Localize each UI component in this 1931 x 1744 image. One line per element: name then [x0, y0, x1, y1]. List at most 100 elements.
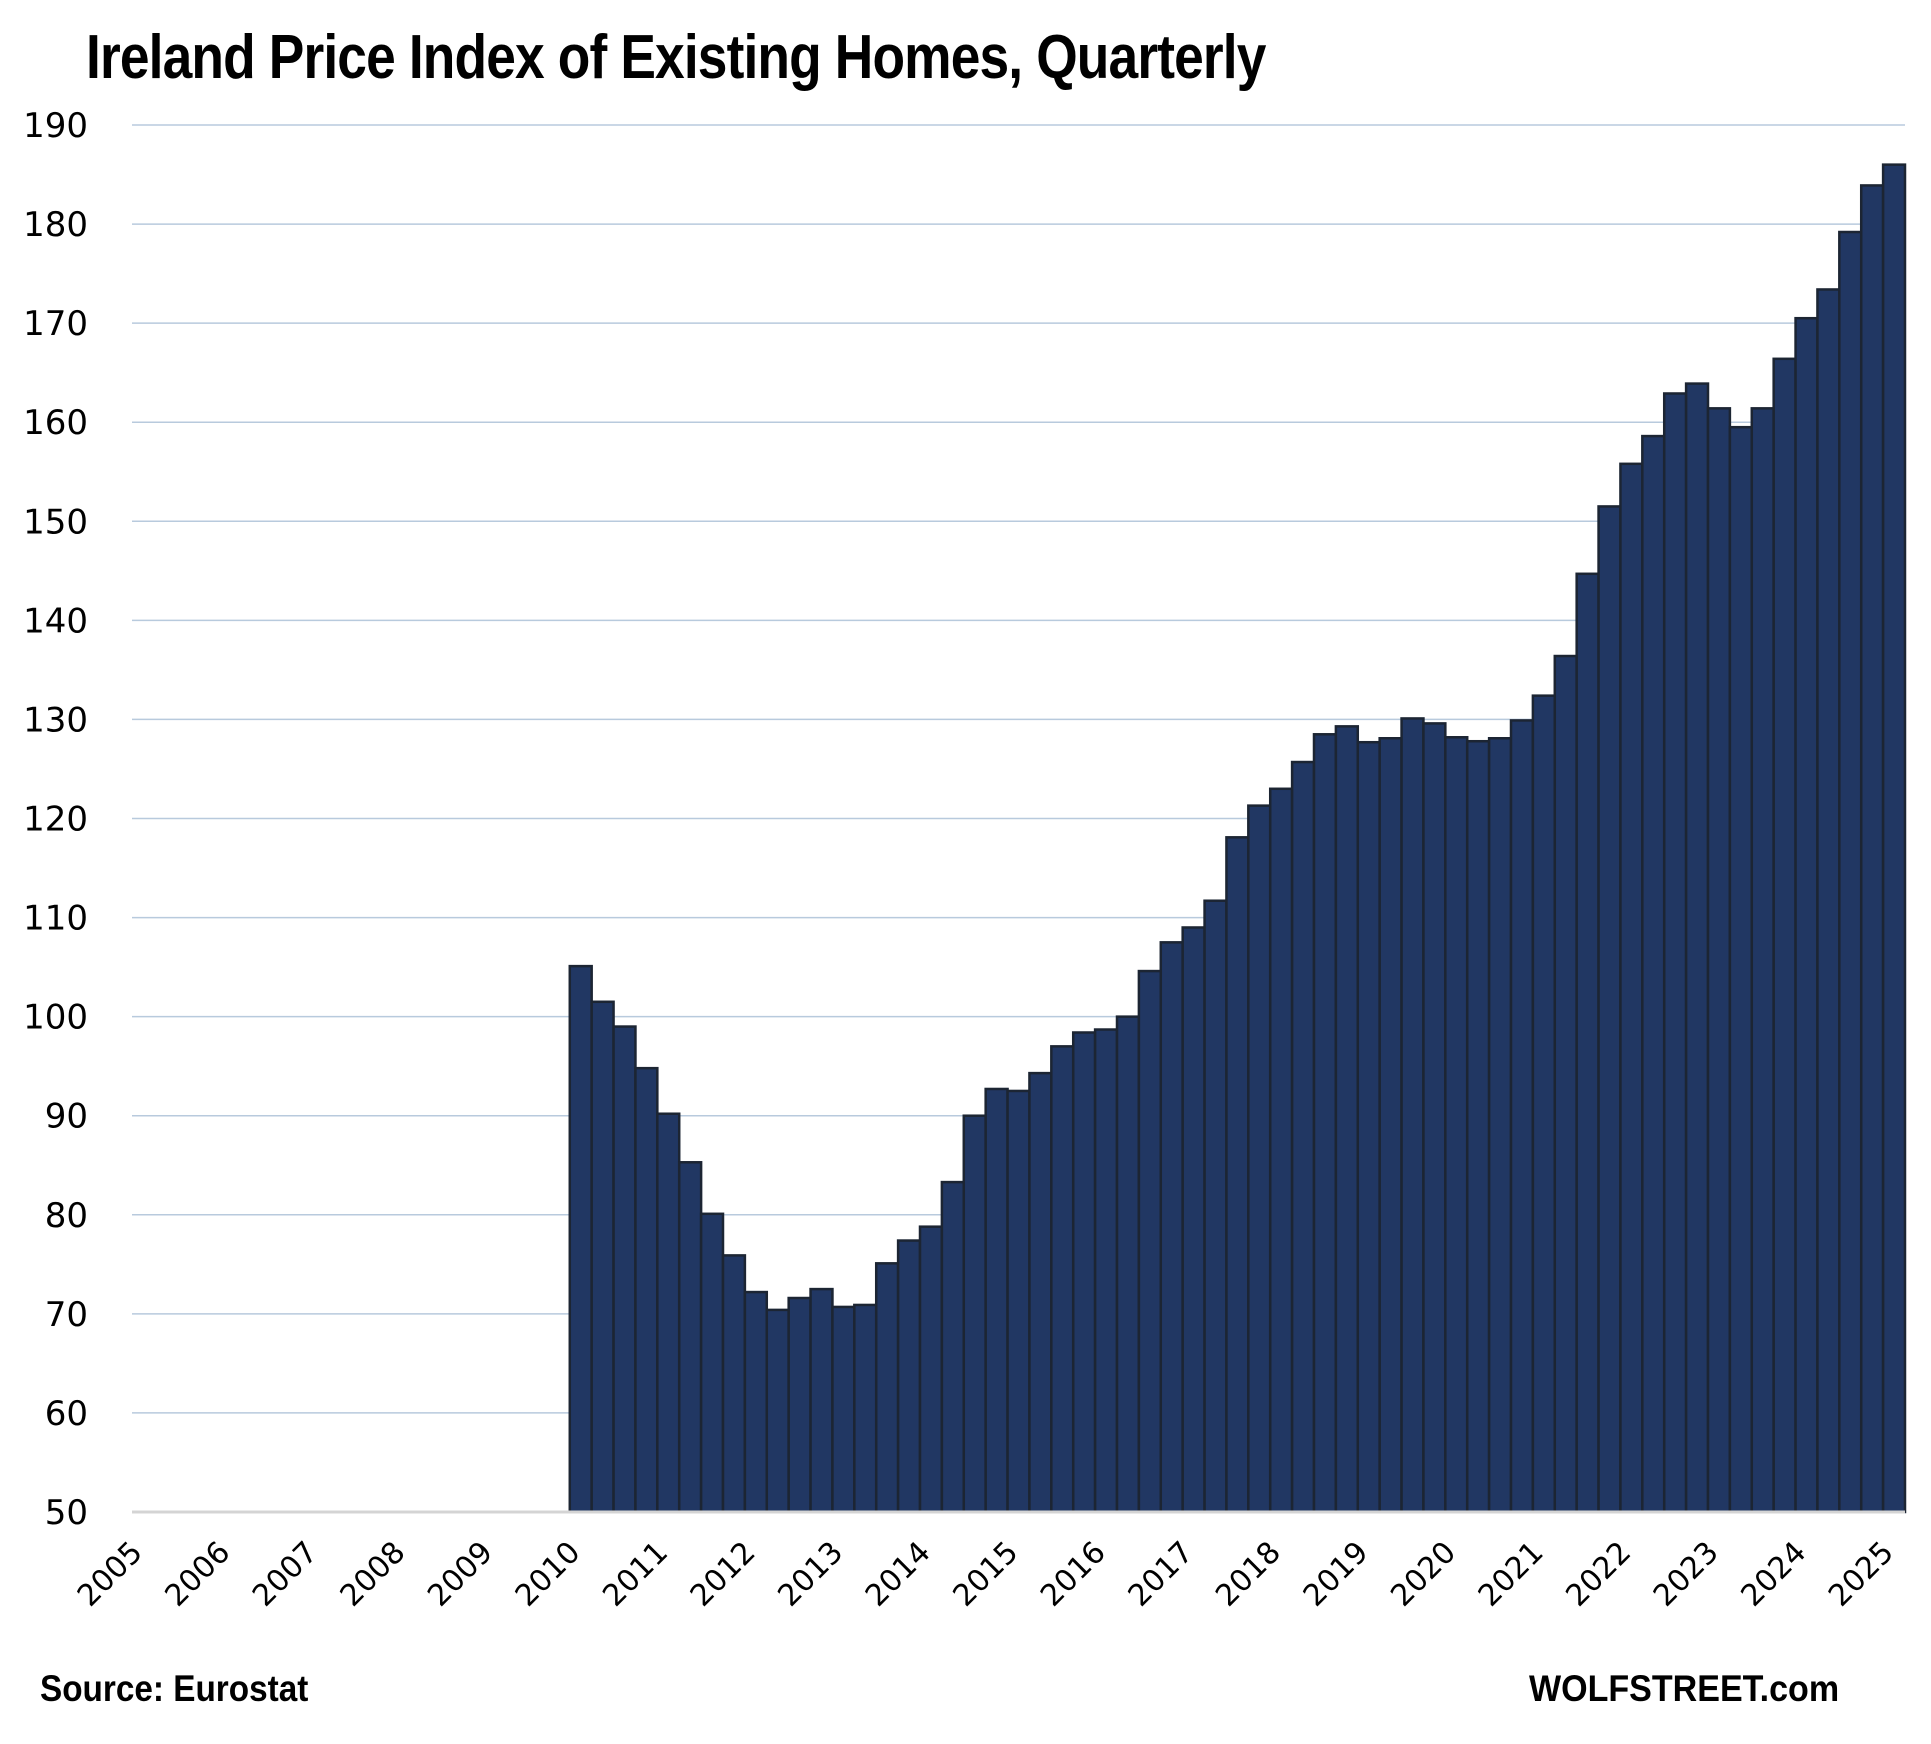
bar-2014-Q3 [962, 1114, 987, 1514]
bar-2015-Q2 [1028, 1071, 1053, 1514]
bar-2019-Q3 [1400, 717, 1425, 1514]
x-tick-label: 2021 [1472, 1535, 1551, 1614]
bar-2024-Q2 [1816, 288, 1841, 1514]
bars [568, 163, 1907, 1514]
bar-2015-Q4 [1071, 1031, 1097, 1514]
y-tick-label: 110 [23, 899, 88, 939]
bar-2017-Q2 [1203, 899, 1228, 1514]
brand-watermark: WOLFSTREET.com [1528, 1668, 1839, 1709]
y-tick-label: 130 [23, 700, 88, 740]
bar-2016-Q1 [1093, 1028, 1119, 1514]
bar-2024-Q1 [1794, 316, 1819, 1514]
bar-2017-Q4 [1247, 804, 1272, 1514]
x-tick-label: 2017 [1122, 1535, 1201, 1614]
bar-2011-Q4 [721, 1254, 747, 1514]
x-tick-label: 2012 [684, 1535, 763, 1614]
bar-2020-Q4 [1509, 719, 1535, 1514]
bar-2013-Q4 [896, 1239, 922, 1514]
x-tick-label: 2007 [246, 1535, 325, 1614]
bar-2020-Q2 [1465, 739, 1491, 1514]
y-tick-label: 150 [23, 502, 88, 542]
bar-2019-Q2 [1378, 737, 1403, 1514]
bar-2018-Q2 [1290, 760, 1316, 1514]
bar-2016-Q3 [1137, 969, 1163, 1514]
bar-2018-Q4 [1334, 725, 1360, 1514]
bar-2020-Q1 [1444, 736, 1469, 1514]
bar-2019-Q4 [1422, 722, 1447, 1514]
bar-2018-Q1 [1268, 787, 1294, 1514]
bar-2013-Q3 [874, 1262, 900, 1514]
bar-2024-Q4 [1859, 184, 1885, 1514]
bar-2022-Q3 [1662, 392, 1688, 1514]
bar-2013-Q2 [853, 1303, 878, 1514]
chart-title: Ireland Price Index of Existing Homes, Q… [86, 23, 1266, 92]
x-tick-label: 2024 [1735, 1535, 1814, 1614]
x-tick-label: 2015 [947, 1535, 1026, 1614]
y-tick-label: 90 [45, 1097, 88, 1137]
x-tick-label: 2020 [1384, 1535, 1463, 1614]
bar-2012-Q4 [809, 1287, 834, 1514]
bar-2021-Q3 [1575, 572, 1600, 1514]
bar-2010-Q2 [590, 1000, 615, 1514]
x-tick-label: 2018 [1209, 1535, 1288, 1614]
bar-2012-Q1 [743, 1290, 769, 1514]
x-tick-label: 2008 [334, 1535, 413, 1614]
x-tick-label: 2011 [596, 1535, 675, 1614]
y-tick-label: 70 [45, 1295, 88, 1335]
x-tick-label: 2016 [1034, 1535, 1113, 1614]
bar-2014-Q2 [940, 1180, 966, 1514]
bar-2021-Q4 [1597, 505, 1622, 1514]
y-tick-label: 50 [45, 1493, 88, 1533]
x-tick-label: 2005 [71, 1535, 150, 1614]
bar-2023-Q2 [1728, 425, 1754, 1514]
bar-2019-Q1 [1356, 740, 1381, 1514]
bar-2023-Q4 [1772, 357, 1797, 1514]
bar-2010-Q3 [612, 1025, 637, 1514]
y-tick-label: 180 [23, 205, 88, 245]
x-tick-label: 2019 [1297, 1535, 1376, 1614]
bar-2021-Q1 [1531, 694, 1557, 1514]
bar-2015-Q1 [1006, 1089, 1031, 1514]
y-tick-label: 120 [23, 800, 88, 840]
x-tick-label: 2023 [1647, 1535, 1726, 1614]
x-tick-label: 2025 [1822, 1535, 1901, 1614]
bar-2014-Q4 [984, 1087, 1009, 1514]
bar-2022-Q2 [1641, 434, 1666, 1514]
y-axis-ticks: 50 60 70 80 90 100 110 120 130 140 150 160 170 180 190 [23, 106, 88, 1533]
x-tick-label: 2014 [859, 1535, 938, 1614]
bar-2017-Q1 [1181, 926, 1206, 1514]
x-tick-label: 2013 [771, 1535, 850, 1614]
bar-2024-Q3 [1838, 230, 1863, 1514]
y-tick-label: 190 [23, 106, 88, 146]
bar-2022-Q1 [1619, 462, 1644, 1514]
bar-2018-Q3 [1312, 733, 1338, 1514]
x-tick-label: 2006 [159, 1535, 238, 1614]
y-tick-label: 100 [23, 998, 88, 1038]
bar-2010-Q4 [634, 1066, 659, 1514]
y-tick-label: 140 [23, 601, 88, 641]
bar-2012-Q2 [765, 1308, 790, 1514]
bar-2016-Q2 [1115, 1015, 1141, 1514]
bar-2022-Q4 [1684, 382, 1710, 1514]
bar-2015-Q3 [1050, 1045, 1075, 1514]
y-tick-label: 80 [45, 1196, 88, 1236]
bar-2016-Q4 [1159, 941, 1184, 1514]
bar-2014-Q1 [918, 1225, 944, 1514]
bar-2011-Q3 [699, 1212, 725, 1514]
bar-2010-Q1 [568, 964, 593, 1514]
y-tick-label: 60 [45, 1394, 88, 1434]
bar-2013-Q1 [831, 1305, 856, 1514]
x-axis-ticks: 2005 2006 2007 2008 2009 2010 2011 2012 2013 2014… [71, 1535, 1901, 1614]
y-tick-label: 160 [23, 403, 88, 443]
bar-2011-Q2 [677, 1161, 703, 1514]
bar-2021-Q2 [1553, 654, 1578, 1514]
x-tick-label: 2009 [421, 1535, 500, 1614]
x-tick-label: 2022 [1559, 1535, 1638, 1614]
bar-2017-Q3 [1225, 836, 1250, 1514]
x-tick-label: 2010 [509, 1535, 588, 1614]
bar-2025-Q1 [1881, 163, 1907, 1514]
bar-2023-Q3 [1750, 407, 1775, 1514]
bar-2023-Q1 [1706, 407, 1732, 1514]
bar-2011-Q1 [656, 1112, 681, 1514]
